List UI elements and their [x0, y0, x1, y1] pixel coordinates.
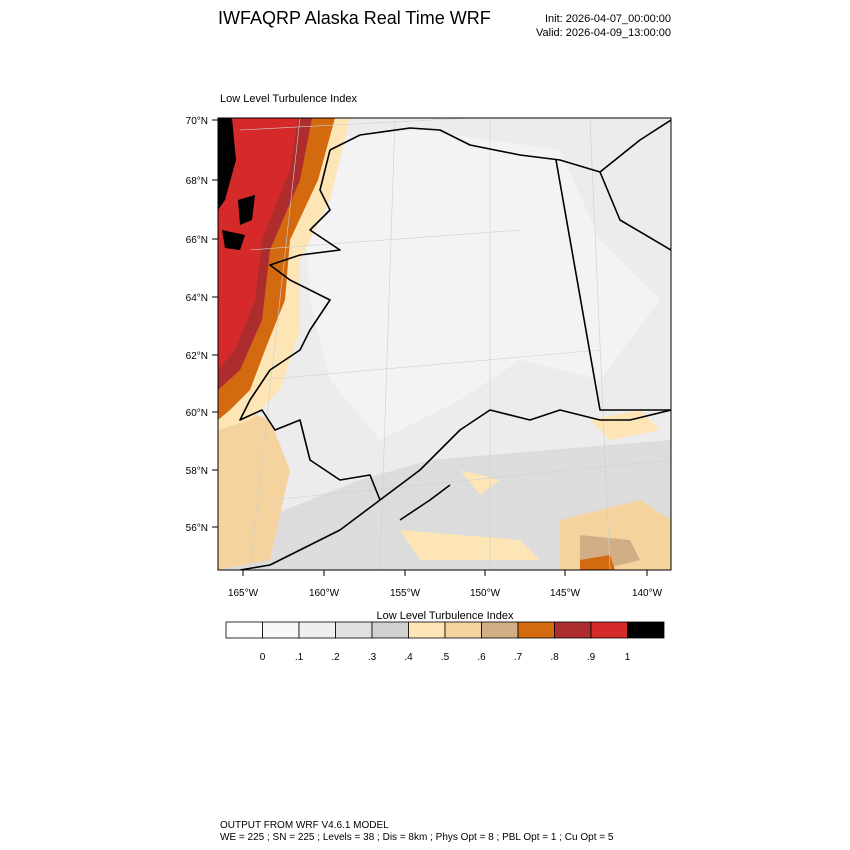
colorbar-label: .2 [331, 652, 340, 663]
lat-label: 66°N [186, 235, 208, 246]
map-frame [217, 117, 672, 571]
colorbar-box [554, 621, 592, 639]
colorbar-label: .1 [295, 652, 304, 663]
title: IWFAQRP Alaska Real Time WRF [218, 8, 491, 28]
lat-label: 62°N [186, 351, 208, 362]
colorbar-title: Low Level Turbulence Index [377, 610, 514, 622]
colorbar-label: 0 [260, 652, 266, 663]
colorbar-box [298, 621, 336, 639]
map-title: Low Level Turbulence Index [220, 93, 357, 105]
lon-label: 150°W [470, 588, 501, 599]
lat-label: 70°N [186, 116, 208, 127]
colorbar-label: 1 [625, 652, 631, 663]
colorbar-label: .9 [587, 652, 596, 663]
lon-label: 140°W [632, 588, 663, 599]
field-light [300, 130, 660, 440]
valid-time: Valid: 2026-04-09_13:00:00 [536, 27, 671, 39]
coastline-north [329, 119, 671, 173]
footer-line: OUTPUT FROM WRF V4.6.1 MODEL [220, 820, 389, 831]
colorbar-label: .8 [550, 652, 559, 663]
lat-label: 56°N [186, 523, 208, 534]
colorbar-label: .4 [404, 652, 413, 663]
colorbar-box [517, 621, 555, 639]
colorbar-box [262, 621, 300, 639]
colorbar-box [408, 621, 446, 639]
kodiak [399, 484, 451, 521]
colorbar-box [444, 621, 482, 639]
colorbar-box [627, 621, 665, 639]
graticule [239, 118, 671, 570]
coastline-south [379, 409, 671, 501]
colorbar-box [590, 621, 628, 639]
field-black [218, 118, 255, 250]
map-field [218, 118, 671, 570]
lon-label: 145°W [550, 588, 581, 599]
lon-label: 165°W [228, 588, 259, 599]
map-axes: 70°N 68°N 66°N 64°N 62°N 60°N 58°N 56°N 165°W 160… [186, 116, 663, 599]
colorbar-box [371, 621, 409, 639]
init-time: Init: 2026-04-07_00:00:00 [545, 13, 671, 25]
lon-label: 160°W [309, 588, 340, 599]
colorbar-box [481, 621, 519, 639]
colorbar-label: .3 [368, 652, 377, 663]
field-pale-patches [400, 410, 660, 560]
lat-label: 60°N [186, 408, 208, 419]
field-orange-se [580, 555, 615, 570]
colorbar-label: .5 [441, 652, 450, 663]
field-red [218, 118, 298, 370]
border [555, 159, 671, 411]
colorbar-label: .6 [477, 652, 486, 663]
field-tan [218, 400, 290, 570]
colorbar: 0 .1 .2 .3 .4 .5 .6 .7 .8 .9 1 [225, 621, 665, 663]
lat-label: 64°N [186, 293, 208, 304]
colorbar-label: .7 [514, 652, 523, 663]
footer-line: WE = 225 ; SN = 225 ; Levels = 38 ; Dis … [220, 832, 614, 843]
field-grey [218, 440, 671, 570]
lat-label: 58°N [186, 466, 208, 477]
colorbar-box [335, 621, 373, 639]
colorbar-box [225, 621, 263, 639]
lat-label: 68°N [186, 176, 208, 187]
lon-label: 155°W [390, 588, 421, 599]
